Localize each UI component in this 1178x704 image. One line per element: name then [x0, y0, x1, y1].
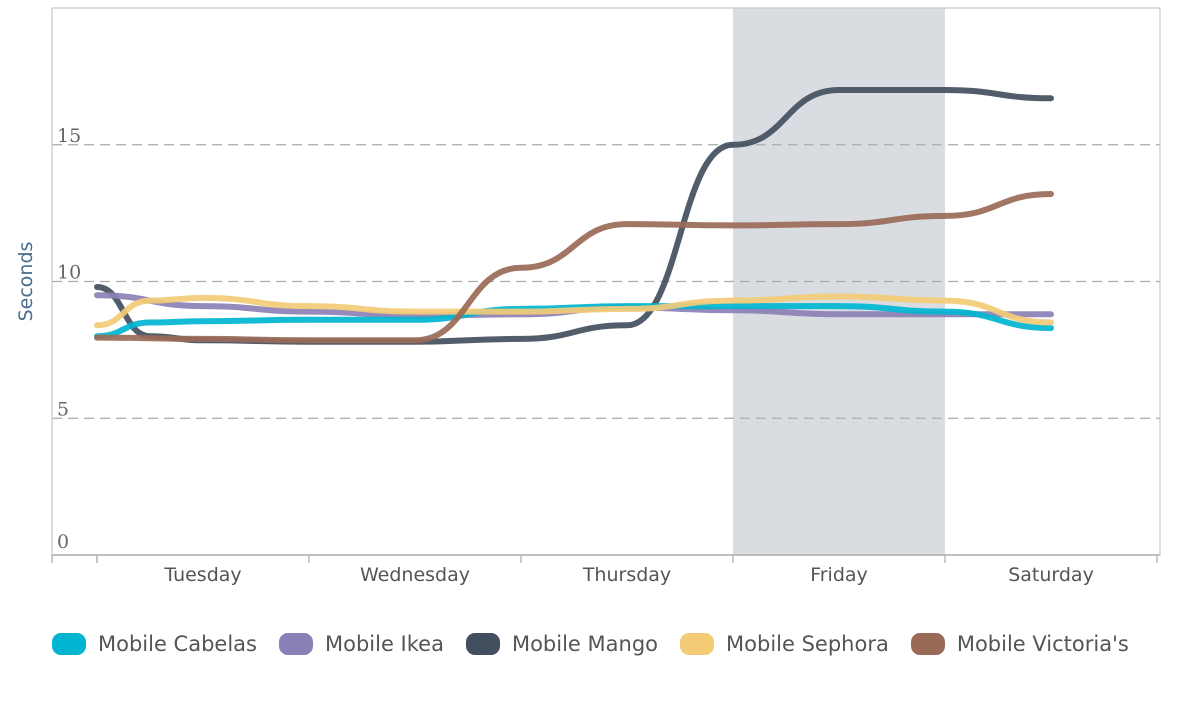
x-tick-label-thursday: Thursday [582, 564, 671, 586]
legend-label: Mobile Mango [511, 632, 659, 656]
y-axis-label: Seconds [15, 242, 37, 322]
y-tick-label-5: 5 [57, 398, 69, 420]
series-line-mobile-sephora [94, 293, 1054, 329]
legend-item-mobile-victoria-s[interactable]: Mobile Victoria's [910, 632, 1129, 656]
legend-swatch [465, 633, 500, 655]
x-tick-label-tuesday: Tuesday [163, 564, 241, 586]
legend-label: Mobile Cabelas [98, 632, 257, 656]
legend-swatch [52, 633, 86, 655]
legend: Mobile Cabelas Mobile Ikea Mobile Mango Mob… [52, 624, 1172, 664]
y-tick-label-10: 10 [57, 262, 81, 284]
legend-swatch [680, 633, 715, 655]
legend-item-mobile-sephora[interactable]: Mobile Sephora [680, 632, 889, 656]
legend-swatch [279, 633, 313, 655]
legend-item-mobile-cabelas[interactable]: Mobile Cabelas [52, 632, 257, 656]
x-tick-label-saturday: Saturday [1008, 564, 1094, 586]
y-tick-label-15: 15 [57, 125, 81, 147]
legend-label: Mobile Victoria's [956, 632, 1129, 656]
series-line-mobile-victoria-s [94, 191, 1054, 344]
x-tick-labels: Tuesday Wednesday Thursday Friday Saturday [163, 564, 1093, 586]
legend-item-mobile-ikea[interactable]: Mobile Ikea [279, 632, 444, 656]
y-tick-labels: 0 5 10 15 [57, 125, 81, 553]
x-tick-label-wednesday: Wednesday [360, 564, 470, 586]
legend-label: Mobile Ikea [325, 632, 444, 656]
y-tick-label-0: 0 [57, 531, 69, 553]
line-chart: 0 5 10 15 Tuesday Wednesday Thursday Friday Sat… [15, 7, 1161, 586]
legend-item-mobile-mango[interactable]: Mobile Mango [465, 632, 659, 656]
axes [51, 7, 1161, 563]
gridlines [52, 144, 1160, 419]
legend-swatch [910, 633, 945, 655]
x-tick-label-friday: Friday [810, 564, 868, 586]
series-lines [94, 86, 1054, 345]
legend-label: Mobile Sephora [726, 632, 889, 656]
